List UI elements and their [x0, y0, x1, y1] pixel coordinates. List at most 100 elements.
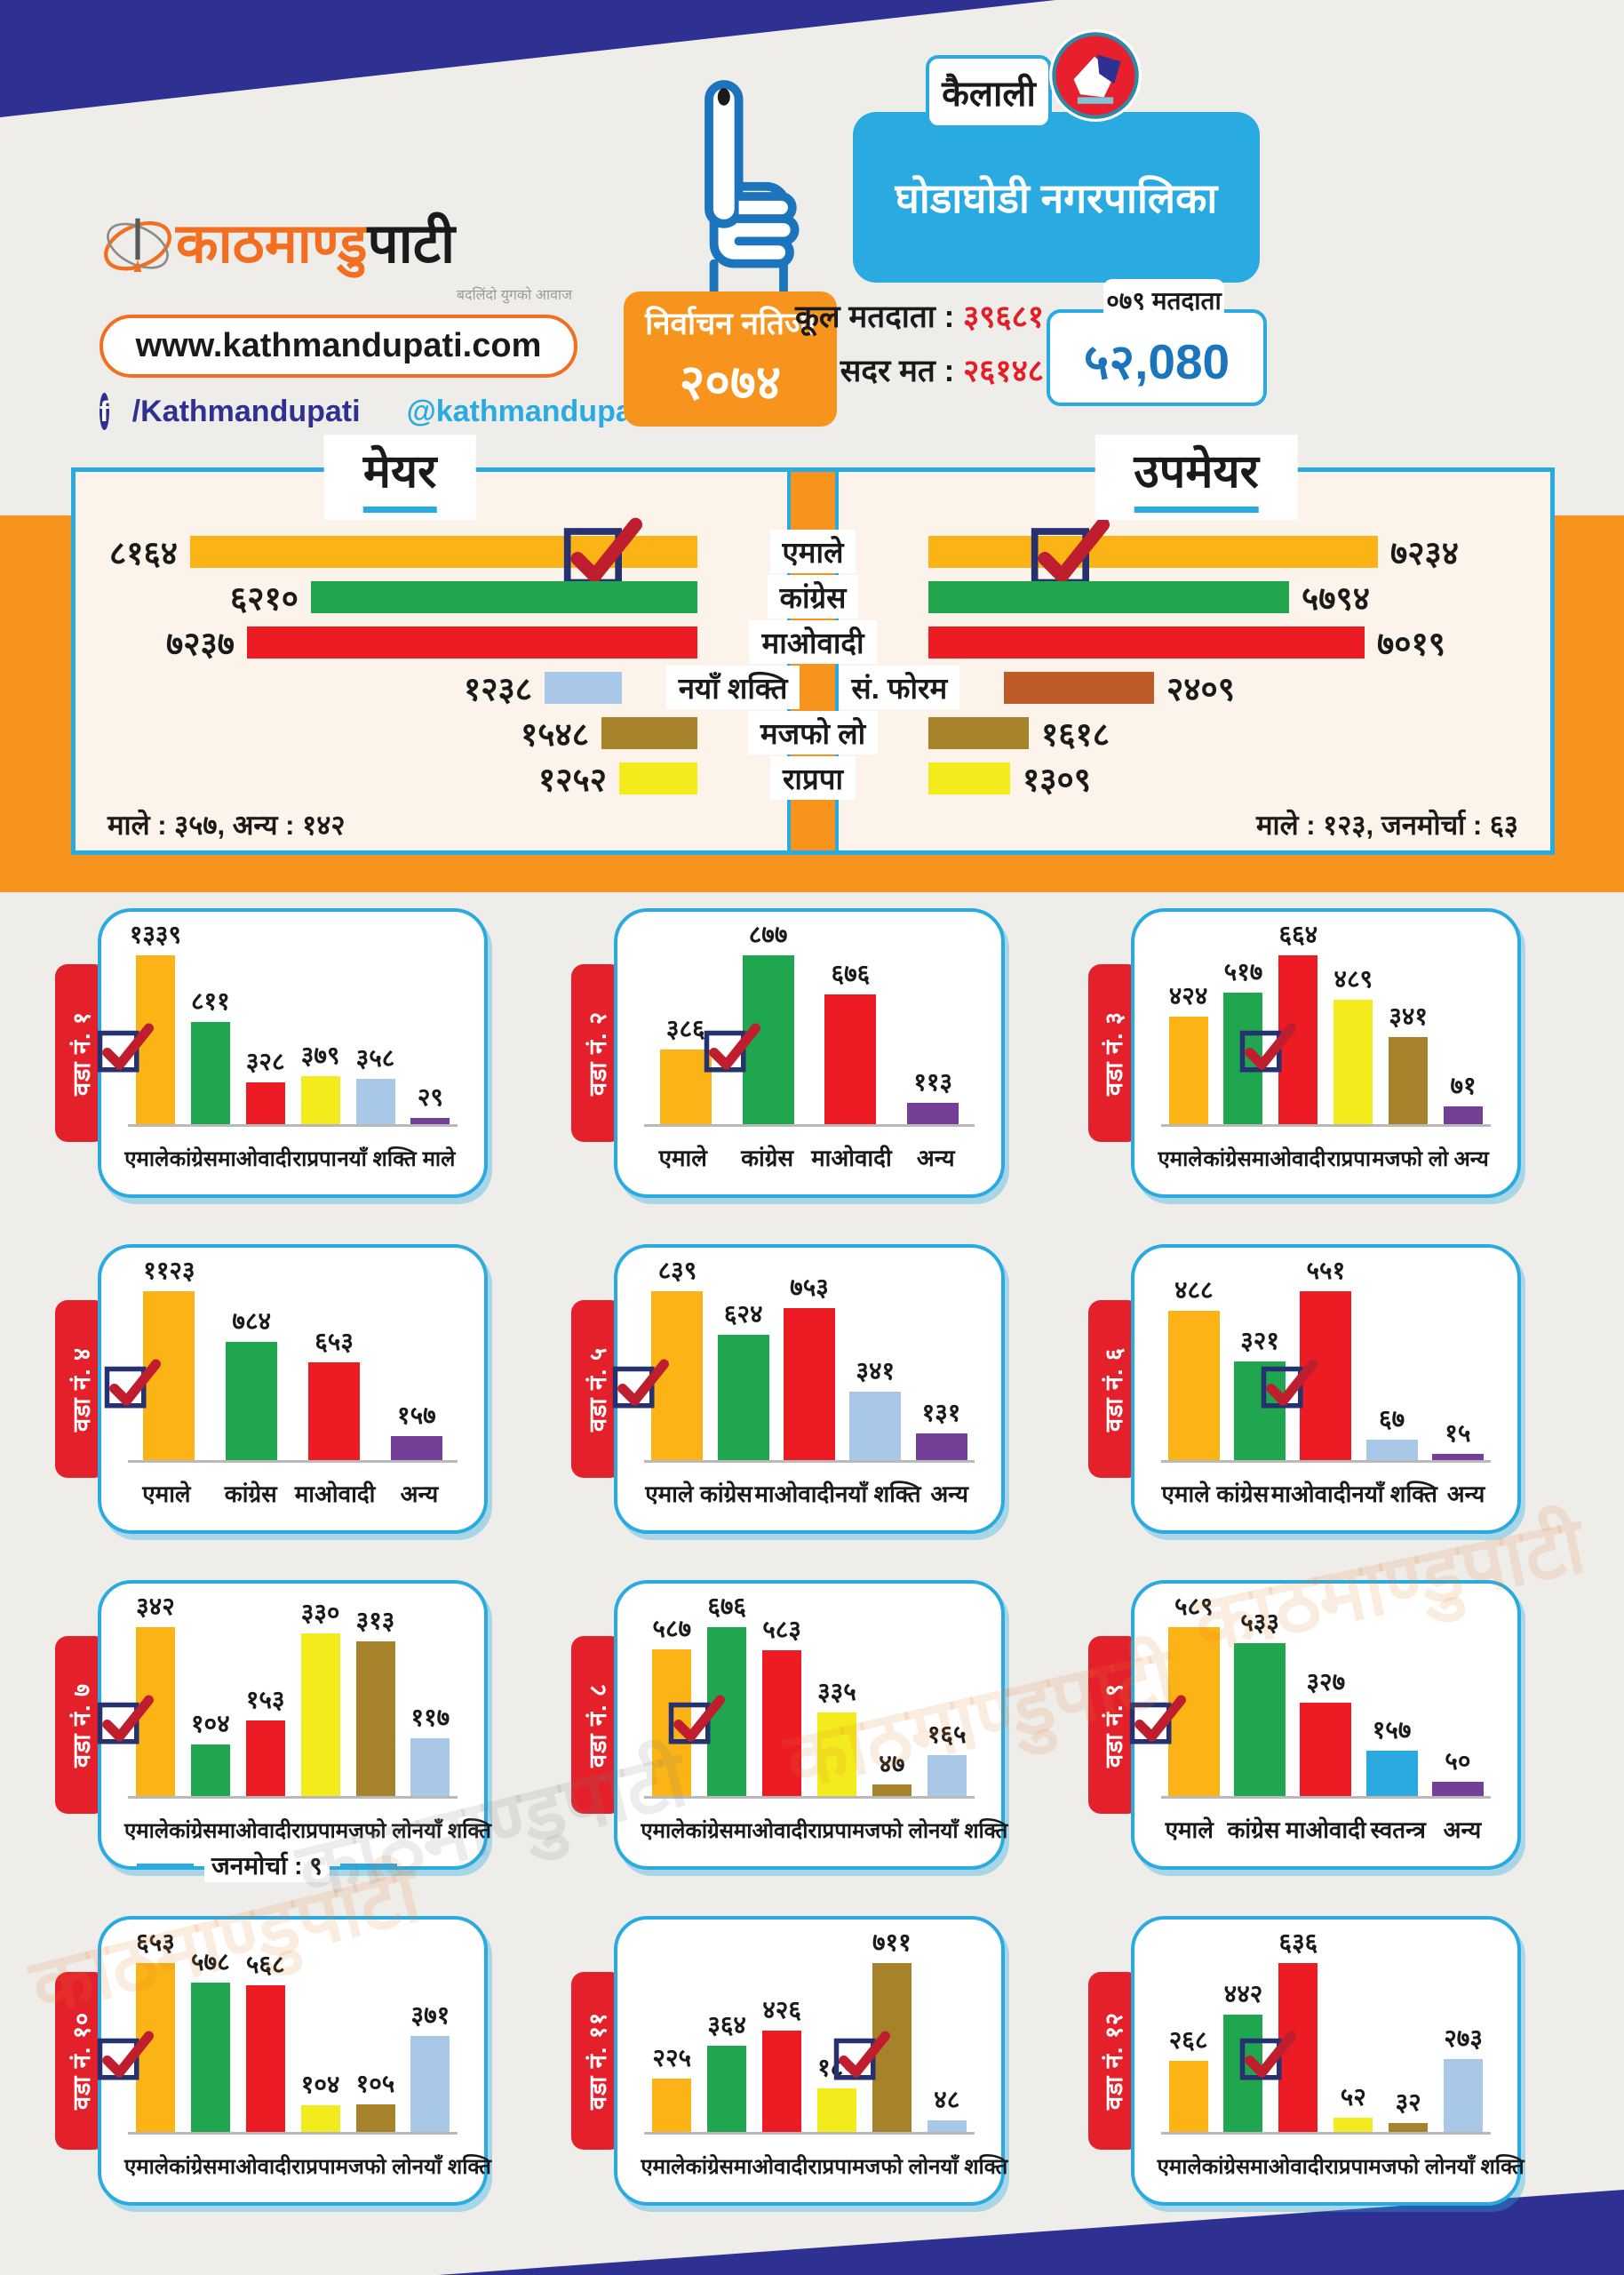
bar-value: ६७: [1379, 1405, 1405, 1433]
mayor-bar-value: १२५२: [538, 762, 607, 798]
party-label: सं. फोरम: [839, 666, 960, 709]
axis-label: एमाले: [1161, 1481, 1210, 1507]
axis-label: नयाँ शक्ति: [411, 1819, 491, 1843]
ward-axis-labels: एमाले कांग्रेस माओवादी राप्रपा मजफो लो नयाँ श…: [124, 2151, 491, 2181]
winner-check-icon: [1127, 1690, 1186, 1749]
party-label: कांग्रेस: [767, 575, 859, 619]
bar-value: ७५३: [790, 1273, 829, 1301]
ward-chart-card: ३४२ १०४ १५३ ३३० ३१३ ११७ एमाले कांग्रेस माओवादी र…: [97, 1580, 491, 1882]
party-label: एमाले: [769, 530, 856, 573]
facebook-handle[interactable]: /Kathmandupati: [131, 394, 361, 428]
ward-number-label: वडा नं. ७: [68, 1682, 95, 1768]
axis-label: राप्रपा: [1324, 2155, 1369, 2179]
ward-chart: ४२४ ५१७ ६६४ ४८९ ३४१ ७१: [1160, 921, 1491, 1127]
bar-value: १५७: [397, 1401, 436, 1429]
wards-grid: वडा नं. १ १३३९ ८११ ३२८ ३७९ ३५८ २९ एमाले कांग्र…: [55, 908, 1524, 2206]
brand-wordmark-orange: काठमाण्डु: [176, 213, 368, 275]
mayor-cell: ८१६४: [76, 517, 697, 586]
bar-column: ११३: [892, 1065, 975, 1124]
winner-check-icon: [95, 2026, 154, 2085]
footnote-line: [339, 1863, 397, 1868]
axis-label: नयाँ शक्ति: [928, 2155, 1008, 2179]
deputy-bar: [928, 580, 1289, 613]
voting-hand-icon: [705, 80, 800, 296]
ward-footnote: जनमोर्चा : ९: [137, 1848, 397, 1882]
bar-value: ३३०: [300, 1599, 340, 1626]
bar-column: १०५: [348, 2066, 403, 2132]
winner-check-icon: [832, 2026, 890, 2085]
bar-value: ३६४: [707, 2011, 746, 2039]
bar-माओवादी: [762, 2031, 802, 2132]
website-url[interactable]: www.kathmandupati.com: [100, 315, 577, 378]
ward-chart: २६८ ४४२ ६३६ ५२ ३२ २७३: [1160, 1928, 1491, 2135]
ward-number-label: वडा नं. १२: [1101, 2011, 1128, 2111]
bar-value: ३८६: [665, 1015, 705, 1042]
bar-मजफो लो: [872, 1784, 912, 1796]
ward-panel: वडा नं. ३ ४२४ ५१७ ६६४ ४८९ ३४१ ७१ एमाले कांग्रे…: [1087, 908, 1521, 1198]
bar-column: १०४: [293, 2067, 348, 2132]
ward-panel: वडा नं. २ ३८६ ८७७ ६७६ ११३ एमाले कांग्रेस माओव…: [571, 908, 1005, 1198]
bar-अन्य: [1444, 1106, 1484, 1124]
brand-logo: काठमाण्डुपाटी: [100, 206, 577, 283]
axis-label: माओवादी: [1250, 2155, 1325, 2179]
bar-column: ३२१: [1227, 1323, 1293, 1460]
deputy-cell: ७२३४: [928, 517, 1550, 586]
mayor-bar: [311, 580, 697, 613]
bar-माओवादी: [245, 1082, 285, 1124]
bar-value: २७३: [1444, 2024, 1483, 2052]
bar-राप्रपा: [300, 1633, 340, 1796]
ward-number-label: वडा नं. ३: [1101, 1010, 1128, 1096]
bar-value: ४८८: [1174, 1276, 1214, 1304]
axis-label: एमाले: [1165, 1816, 1214, 1843]
axis-label: राप्रपा: [291, 1819, 336, 1843]
bar-column: ५२: [1325, 2079, 1381, 2132]
ward-panel: वडा नं. १२ २६८ ४४२ ६३६ ५२ ३२ २७३ एमाले कांग्रे…: [1087, 1916, 1524, 2206]
valid-votes-label: सदर मत: [840, 354, 935, 388]
bar-column: ३८६: [644, 1011, 727, 1124]
axis-label: कांग्रेस: [169, 1819, 218, 1843]
bar-column: ३३०: [293, 1595, 348, 1796]
deputy-bar-value: ७२३४: [1390, 535, 1459, 571]
axis-label: मजफो लो: [852, 1819, 929, 1843]
bar-column: ६६४: [1240, 917, 1325, 1124]
bar-column: ३२८: [238, 1044, 293, 1124]
ward-axis-labels: एमाले कांग्रेस माओवादी राप्रपा मजफो लो नयाँ श…: [1158, 2151, 1524, 2181]
bar-एमाले: [1168, 1017, 1208, 1124]
brand-tagline: बदलिंदो युगको आवाज: [456, 288, 572, 303]
party-label-cell: नयाँ शक्ति सं. फोरम: [622, 666, 1004, 709]
bar-नयाँ शक्ति: [1444, 2059, 1484, 2132]
deputy-mayor-title: उपमेयर: [1095, 435, 1298, 520]
ward-axis-labels: एमाले कांग्रेस माओवादी राप्रपा मजफो लो नयाँ श…: [124, 1816, 491, 1845]
mayor-footnote: माले : ३५७, अन्य : १४२: [107, 810, 346, 841]
footnote-line: [137, 1863, 194, 1868]
bar-column: १५३: [238, 1682, 293, 1796]
axis-label: मजफो लो: [1368, 2155, 1445, 2179]
summary-row: १५४८ मजफो लो १६१८: [76, 710, 1550, 755]
bar-माओवादी: [245, 1720, 285, 1796]
bar-column: ७१: [1436, 1068, 1491, 1124]
bar-एमाले: [97, 1627, 175, 1796]
mayor-cell: १२३८: [76, 665, 622, 710]
bar-value: ६७६: [707, 1592, 746, 1620]
ward-number-label: वडा नं. ९: [1101, 1682, 1128, 1768]
ward-axis-labels: एमाले कांग्रेस माओवादी नयाँ शक्ति अन्य: [641, 1477, 977, 1509]
bar-value: १०४: [300, 2071, 340, 2098]
bar-value: ८७७: [748, 921, 788, 948]
ward-chart: ५८९ ५३३ ३२७ १५७ ५०: [1129, 1592, 1491, 1799]
ward-chart: ४८८ ३२१ ५५१ ६७ १५: [1160, 1257, 1491, 1463]
bar-value: ३१३: [355, 1607, 395, 1634]
ward-axis-labels: एमाले कांग्रेस माओवादी राप्रपा मजफो लो अन्य: [1158, 1144, 1494, 1173]
bar-मजफो लो: [355, 1641, 395, 1796]
axis-label: कांग्रेस: [1227, 1816, 1280, 1843]
ward-chart: ८३९ ६२४ ७५३ ३४१ १३१: [613, 1257, 975, 1463]
bar-value: ३७९: [300, 1042, 340, 1069]
axis-label: एमाले: [658, 1145, 707, 1171]
ward-axis-labels: एमाले कांग्रेस माओवादी अन्य: [124, 1477, 461, 1509]
bar-column: ४७: [864, 1746, 919, 1796]
summary-row: ६२१० कांग्रेस ५७९४: [76, 574, 1550, 619]
bar-value: ५७८: [190, 1948, 230, 1976]
bar-value: ७११: [872, 1928, 912, 1956]
deputy-cell: ७०१९: [928, 619, 1550, 665]
deputy-footnote: माले : १२३, जनमोर्चा : ६३: [1256, 810, 1518, 841]
ward-number-label: वडा नं. ४: [68, 1346, 95, 1432]
